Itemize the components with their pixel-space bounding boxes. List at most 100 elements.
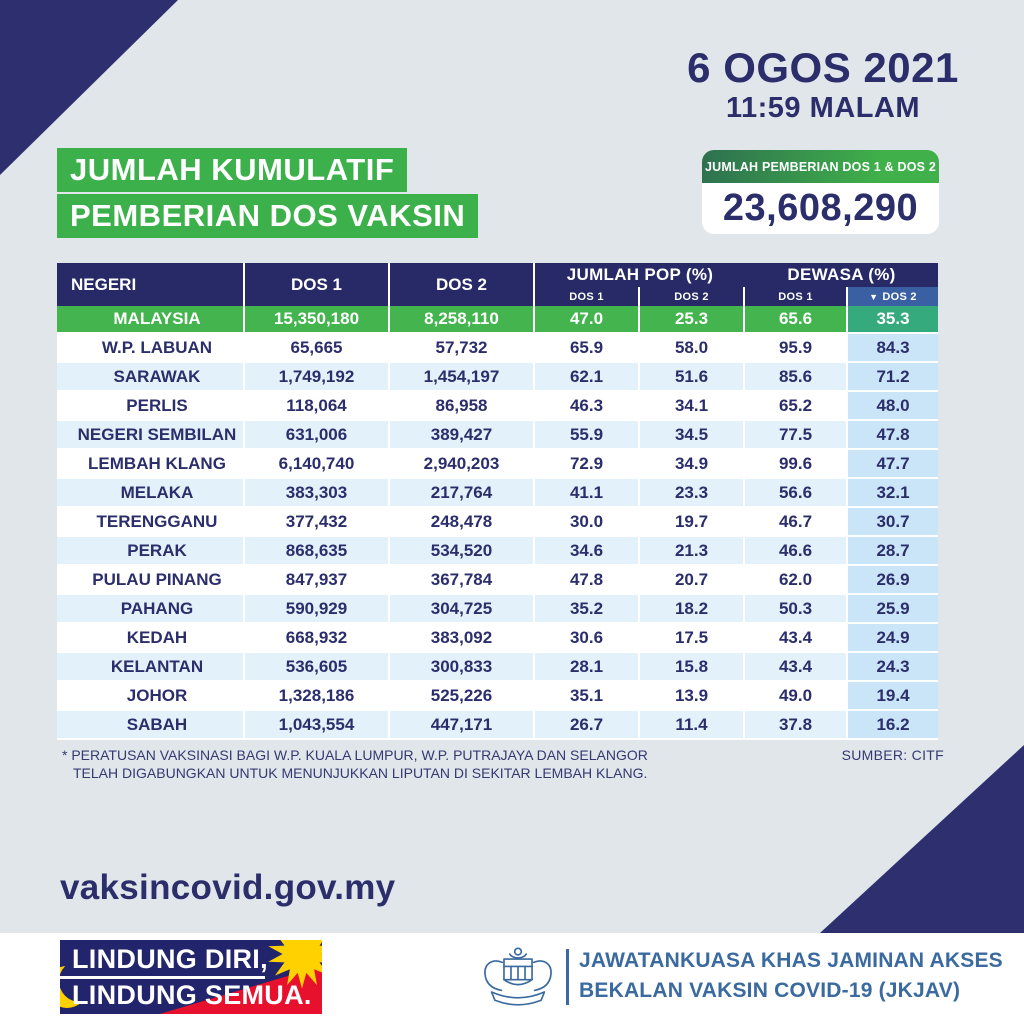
cell-pop-dos1: 47.0 xyxy=(535,306,640,334)
cell-negeri: W.P. LABUAN xyxy=(57,334,245,363)
table-row: KEDAH 668,932 383,092 30.6 17.5 43.4 24.… xyxy=(57,624,938,653)
cell-dos1: 15,350,180 xyxy=(245,306,390,334)
footnote: * PERATUSAN VAKSINASI BAGI W.P. KUALA LU… xyxy=(62,746,648,782)
website-link[interactable]: vaksincovid.gov.my xyxy=(60,868,396,907)
cell-pop-dos1: 65.9 xyxy=(535,334,640,363)
cell-dos1: 668,932 xyxy=(245,624,390,653)
slogan-badge: LINDUNG DIRI, LINDUNG SEMUA. xyxy=(60,940,322,1014)
cell-pop-dos2: 19.7 xyxy=(640,508,745,537)
cell-dewasa-dos1: 77.5 xyxy=(745,421,848,450)
cell-dewasa-dos1: 49.0 xyxy=(745,682,848,711)
cell-pop-dos2: 15.8 xyxy=(640,653,745,682)
cell-pop-dos2: 34.1 xyxy=(640,392,745,421)
cell-negeri: PERAK xyxy=(57,537,245,566)
table-header: NEGERI DOS 1 DOS 2 JUMLAH POP (%) DOS 1 … xyxy=(57,263,938,306)
cell-dewasa-dos2: 47.8 xyxy=(848,421,938,450)
col-group-jumlah-pop: JUMLAH POP (%) DOS 1 DOS 2 xyxy=(535,263,745,306)
cell-dewasa-dos1: 46.6 xyxy=(745,537,848,566)
cell-negeri: LEMBAH KLANG xyxy=(57,450,245,479)
cell-pop-dos2: 21.3 xyxy=(640,537,745,566)
table-row: JOHOR 1,328,186 525,226 35.1 13.9 49.0 1… xyxy=(57,682,938,711)
cell-dos2: 447,171 xyxy=(390,711,535,740)
page-title-line1: JUMLAH KUMULATIF xyxy=(57,148,408,192)
corner-triangle-bottom-right xyxy=(820,745,1024,933)
col-header-dos2: DOS 2 xyxy=(390,263,535,306)
report-datetime: 6 OGOS 2021 11:59 MALAM xyxy=(682,45,964,125)
organization-name-line2: BEKALAN VAKSIN COVID-19 (JKJAV) xyxy=(579,979,961,1002)
cell-pop-dos1: 72.9 xyxy=(535,450,640,479)
table-row: W.P. LABUAN 65,665 57,732 65.9 58.0 95.9… xyxy=(57,334,938,363)
cell-pop-dos1: 28.1 xyxy=(535,653,640,682)
slogan-divider-line xyxy=(60,976,265,979)
cell-pop-dos1: 41.1 xyxy=(535,479,640,508)
cell-pop-dos1: 30.0 xyxy=(535,508,640,537)
sort-descending-icon: ▼ xyxy=(869,291,879,302)
col-group-dewasa-label: DEWASA (%) xyxy=(787,265,896,284)
page-title: JUMLAH KUMULATIF PEMBERIAN DOS VAKSIN xyxy=(57,148,479,238)
cell-dewasa-dos1: 99.6 xyxy=(745,450,848,479)
subcol-dewasa-dos1: DOS 1 xyxy=(745,287,848,306)
cell-negeri: NEGERI SEMBILAN xyxy=(57,421,245,450)
cell-pop-dos2: 20.7 xyxy=(640,566,745,595)
coat-of-arms-logo xyxy=(484,947,552,1006)
cell-negeri: SARAWAK xyxy=(57,363,245,392)
cell-pop-dos2: 25.3 xyxy=(640,306,745,334)
flag-star-icon xyxy=(268,940,322,989)
cell-dewasa-dos2: 26.9 xyxy=(848,566,938,595)
cell-pop-dos1: 34.6 xyxy=(535,537,640,566)
table-row: SABAH 1,043,554 447,171 26.7 11.4 37.8 1… xyxy=(57,711,938,740)
subcol-pop-dos1: DOS 1 xyxy=(535,287,640,306)
cell-dewasa-dos1: 65.6 xyxy=(745,306,848,334)
cell-dewasa-dos2: 25.9 xyxy=(848,595,938,624)
organization-name: JAWATANKUASA KHAS JAMINAN AKSES BEKALAN … xyxy=(579,946,1003,1006)
cell-dos1: 536,605 xyxy=(245,653,390,682)
cell-dos2: 57,732 xyxy=(390,334,535,363)
cell-dos2: 300,833 xyxy=(390,653,535,682)
footnote-line2: TELAH DIGABUNGKAN UNTUK MENUNJUKKAN LIPU… xyxy=(73,765,648,781)
cell-dewasa-dos2: 30.7 xyxy=(848,508,938,537)
cell-dos2: 217,764 xyxy=(390,479,535,508)
cell-dewasa-dos2: 19.4 xyxy=(848,682,938,711)
cell-dewasa-dos1: 50.3 xyxy=(745,595,848,624)
cell-negeri: KEDAH xyxy=(57,624,245,653)
cell-pop-dos2: 11.4 xyxy=(640,711,745,740)
cell-pop-dos1: 55.9 xyxy=(535,421,640,450)
table-row: LEMBAH KLANG 6,140,740 2,940,203 72.9 34… xyxy=(57,450,938,479)
cell-pop-dos2: 23.3 xyxy=(640,479,745,508)
cell-dos1: 1,328,186 xyxy=(245,682,390,711)
slogan-line2: LINDUNG SEMUA. xyxy=(72,980,312,1010)
cell-negeri: PAHANG xyxy=(57,595,245,624)
cell-pop-dos2: 58.0 xyxy=(640,334,745,363)
cell-dos2: 1,454,197 xyxy=(390,363,535,392)
cell-dewasa-dos2: 24.3 xyxy=(848,653,938,682)
cell-dos1: 377,432 xyxy=(245,508,390,537)
cell-negeri: MALAYSIA xyxy=(57,306,245,334)
cell-dewasa-dos1: 95.9 xyxy=(745,334,848,363)
cell-pop-dos1: 47.8 xyxy=(535,566,640,595)
cell-negeri: JOHOR xyxy=(57,682,245,711)
table-row: NEGERI SEMBILAN 631,006 389,427 55.9 34.… xyxy=(57,421,938,450)
total-doses-card: JUMLAH PEMBERIAN DOS 1 & DOS 2 23,608,29… xyxy=(702,150,939,234)
cell-dewasa-dos1: 56.6 xyxy=(745,479,848,508)
cell-dos2: 8,258,110 xyxy=(390,306,535,334)
cell-dewasa-dos1: 65.2 xyxy=(745,392,848,421)
cell-dos2: 383,092 xyxy=(390,624,535,653)
cell-pop-dos2: 18.2 xyxy=(640,595,745,624)
cell-dewasa-dos1: 37.8 xyxy=(745,711,848,740)
cell-dewasa-dos2: 47.7 xyxy=(848,450,938,479)
cell-negeri: SABAH xyxy=(57,711,245,740)
cell-negeri: PULAU PINANG xyxy=(57,566,245,595)
cell-dos1: 868,635 xyxy=(245,537,390,566)
cell-dewasa-dos2: 24.9 xyxy=(848,624,938,653)
cell-dewasa-dos1: 43.4 xyxy=(745,624,848,653)
cell-dewasa-dos2: 16.2 xyxy=(848,711,938,740)
cell-pop-dos2: 51.6 xyxy=(640,363,745,392)
cell-dewasa-dos2: 48.0 xyxy=(848,392,938,421)
cell-dos2: 2,940,203 xyxy=(390,450,535,479)
cell-dos2: 304,725 xyxy=(390,595,535,624)
cell-dos1: 631,006 xyxy=(245,421,390,450)
cell-pop-dos2: 34.9 xyxy=(640,450,745,479)
cell-pop-dos1: 35.2 xyxy=(535,595,640,624)
source-label: SUMBER: CITF xyxy=(841,747,944,763)
cell-negeri: TERENGGANU xyxy=(57,508,245,537)
